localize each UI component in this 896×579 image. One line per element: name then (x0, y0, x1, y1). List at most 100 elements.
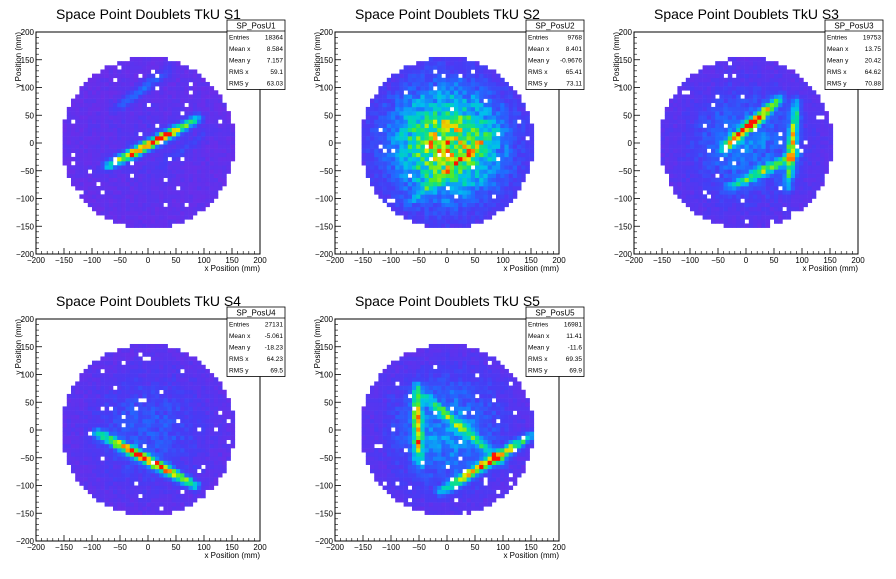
heatmap-cell (736, 186, 741, 190)
heatmap-cell (96, 394, 101, 398)
heatmap-cell (488, 144, 493, 148)
heatmap-cell (172, 74, 177, 78)
heatmap-cell (736, 190, 741, 194)
heatmap-cell (774, 182, 779, 186)
heatmap-cell (383, 132, 388, 136)
heatmap-cell (736, 86, 741, 90)
heatmap-cell (753, 119, 758, 123)
heatmap-cell (391, 169, 396, 173)
heatmap-cell (374, 99, 379, 103)
heatmap-cell (172, 111, 177, 115)
heatmap-cell (113, 461, 118, 465)
heatmap-cell (770, 65, 775, 69)
heatmap-cell (138, 140, 143, 144)
heatmap-cell (812, 132, 817, 136)
heatmap-cell (441, 90, 446, 94)
heatmap-cell (454, 215, 459, 219)
heatmap-cell (184, 65, 189, 69)
heatmap-cell (458, 107, 463, 111)
heatmap-cell (669, 140, 674, 144)
heatmap-cell (661, 153, 666, 157)
heatmap-cell (193, 161, 198, 165)
heatmap-cell (126, 157, 131, 161)
heatmap-cell (172, 144, 177, 148)
heatmap-cell (745, 174, 750, 178)
heatmap-cell (416, 111, 421, 115)
heatmap-cell (151, 440, 156, 444)
heatmap-cell (176, 103, 181, 107)
heatmap-cell (471, 65, 476, 69)
heatmap-cell (412, 207, 417, 211)
heatmap-cell (159, 94, 164, 98)
heatmap-cell (193, 136, 198, 140)
heatmap-cell (715, 194, 720, 198)
heatmap-cell (193, 128, 198, 132)
heatmap-cell (458, 178, 463, 182)
heatmap-cell (420, 174, 425, 178)
heatmap-cell (151, 178, 156, 182)
heatmap-cell (745, 190, 750, 194)
heatmap-cell (370, 128, 375, 132)
heatmap-cell (222, 103, 227, 107)
heatmap-cell (142, 427, 147, 431)
heatmap-cell (100, 124, 105, 128)
heatmap-cell (437, 74, 442, 78)
heatmap-cell (690, 153, 695, 157)
heatmap-cell (458, 136, 463, 140)
heatmap-cell (84, 169, 89, 173)
heatmap-cell (214, 94, 219, 98)
heatmap-cell (429, 219, 434, 223)
heatmap-cell (509, 119, 513, 123)
heatmap-cell (787, 215, 792, 219)
heatmap-cell (446, 57, 451, 61)
heatmap-cell (71, 423, 76, 427)
heatmap-cell (509, 111, 513, 115)
heatmap-cell (454, 78, 459, 82)
heatmap-cell (467, 211, 472, 215)
heatmap-cell (130, 128, 135, 132)
heatmap-cell (142, 344, 147, 348)
heatmap-cell (159, 203, 164, 207)
heatmap-cell (475, 94, 480, 98)
heatmap-cell (96, 203, 101, 207)
heatmap-cell (677, 111, 682, 115)
heatmap-cell (517, 169, 522, 173)
heatmap-cell (100, 69, 105, 73)
heatmap-cell (172, 186, 177, 190)
heatmap-cell (761, 115, 766, 119)
heatmap-cell (172, 203, 177, 207)
heatmap-cell (745, 124, 750, 128)
heatmap-cell (525, 132, 530, 136)
heatmap-cell (201, 169, 206, 173)
heatmap-cell (189, 165, 194, 169)
heatmap-cell (201, 144, 206, 148)
heatmap-cell (130, 381, 135, 385)
heatmap-cell (820, 149, 825, 153)
heatmap-cell (105, 352, 110, 356)
heatmap-cell (92, 427, 97, 431)
heatmap-cell (172, 69, 177, 73)
heatmap-cell (795, 182, 800, 186)
heatmap-cell (201, 149, 206, 153)
heatmap-cell (92, 165, 97, 169)
heatmap-cell (126, 140, 131, 144)
heatmap-cell (500, 161, 505, 165)
heatmap-cell (462, 207, 467, 211)
heatmap-cell (142, 494, 147, 498)
heatmap-cell (774, 207, 779, 211)
heatmap-cell (496, 165, 501, 169)
heatmap-cell (677, 90, 682, 94)
heatmap-cell (673, 140, 678, 144)
heatmap-cell (395, 140, 400, 144)
heatmap-cell (130, 356, 135, 360)
heatmap-cell (130, 510, 135, 514)
heatmap-cell (458, 190, 463, 194)
heatmap-cell (425, 82, 430, 86)
heatmap-cell (147, 169, 152, 173)
heatmap-cell (774, 194, 779, 198)
heatmap-cell (151, 140, 156, 144)
heatmap-cell (740, 215, 745, 219)
heatmap-cell (753, 86, 758, 90)
heatmap-cell (189, 169, 194, 173)
heatmap-cell (483, 207, 488, 211)
